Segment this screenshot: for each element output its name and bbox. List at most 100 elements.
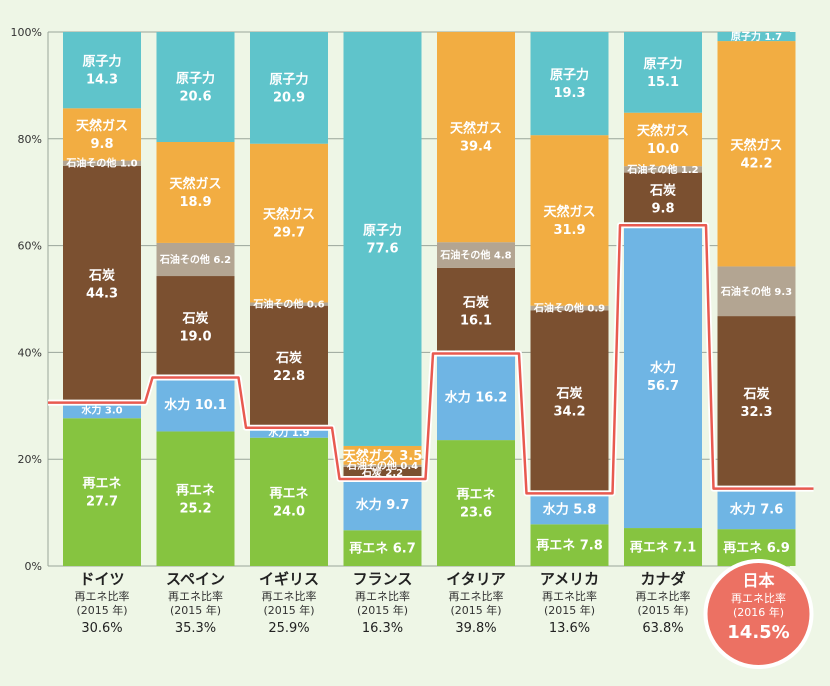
category-sub: 再エネ比率 [355, 589, 410, 603]
bar-segment-gas [437, 32, 515, 243]
bar-segment-coal [343, 466, 422, 479]
segment-label: 石油その他 0.9 [533, 302, 605, 315]
segment-label: 水力 9.7 [356, 497, 410, 513]
bar-segment-gas [250, 143, 328, 303]
bar-segment-gas [343, 445, 422, 465]
segment-label: 原子力 15.1 [643, 56, 682, 90]
bar-segment-coal [250, 305, 328, 428]
segment-label: 原子力 14.3 [82, 54, 121, 88]
segment-label: 石油その他 0.6 [252, 298, 324, 311]
bar-segment-nuclear [63, 32, 141, 109]
category-ratio: 16.3% [362, 621, 403, 636]
category-name: 日本 [742, 571, 774, 590]
segment-label: 石油その他 1.0 [65, 157, 137, 170]
segment-label: 石油その他 0.4 [346, 459, 418, 472]
segment-label: 天然ガス 42.2 [730, 137, 782, 171]
category-ratio: 14.5% [727, 622, 789, 643]
bar-segment-renewable [343, 530, 422, 566]
category-name: イギリス [259, 570, 319, 588]
segment-label: 水力 7.6 [730, 501, 784, 517]
segment-label: 石炭 19.0 [179, 310, 211, 344]
bar-segment-hydro [250, 427, 328, 438]
segment-label: 石炭 32.3 [740, 386, 772, 420]
segment-label: 天然ガス 29.7 [263, 207, 315, 241]
segment-label: 再エネ 23.6 [456, 488, 495, 521]
bar-segment-gas [156, 142, 235, 243]
category-name: カナダ [640, 570, 685, 588]
segment-label: 水力 5.8 [543, 501, 597, 517]
segment-label: 原子力 20.9 [269, 71, 308, 105]
segment-label: 石炭 9.8 [649, 182, 676, 216]
segment-label: 原子力 20.6 [176, 71, 215, 105]
bar-segment-renewable [63, 418, 141, 566]
category-year: (2015 年) [263, 603, 314, 617]
segment-label: 原子力 1.7 [731, 30, 782, 43]
segment-label: 再エネ 7.8 [536, 539, 603, 554]
category-sub: 再エネ比率 [262, 589, 317, 603]
category-sub: 再エネ比率 [731, 591, 786, 605]
category-sub: 再エネ比率 [168, 589, 223, 603]
bar-segment-nuclear [530, 32, 609, 136]
category-name: スペイン [166, 570, 225, 588]
bar-segment-nuclear [624, 32, 702, 113]
segment-label: 水力 3.0 [80, 404, 122, 417]
segment-label: 石炭 44.3 [86, 268, 118, 302]
segment-label: 原子力 19.3 [550, 67, 589, 101]
bar-segment-oil [343, 464, 422, 467]
bar-segment-renewable [250, 437, 328, 566]
segment-label: 再エネ 25.2 [176, 483, 215, 516]
segment-label: 石炭 34.2 [553, 385, 585, 419]
category-name: イタリア [446, 570, 505, 588]
bar-segment-hydro [717, 488, 796, 530]
bar-segment-hydro [343, 478, 422, 531]
segment-label: 石炭 2.2 [361, 466, 403, 479]
segment-label: 再エネ 6.7 [349, 542, 416, 557]
y-tick-label: 100% [11, 26, 42, 39]
bar-segment-coal [156, 276, 235, 378]
y-axis: 0% 20% 40% 60% 80% 100% [11, 26, 42, 573]
category-year: (2015 年) [170, 603, 221, 617]
renewable-ratio-line [48, 222, 814, 497]
category-ratio: 25.9% [268, 621, 309, 636]
segment-label: 再エネ 27.7 [82, 477, 121, 510]
category-sub: 再エネ比率 [636, 589, 691, 603]
category-sub: 再エネ比率 [449, 589, 504, 603]
bar-segment-renewable [624, 528, 702, 566]
category-sub: 再エネ比率 [542, 589, 597, 603]
bars [63, 32, 796, 566]
category-sub: 再エネ比率 [75, 589, 130, 603]
highlight-circle [707, 563, 810, 665]
segment-label: 水力 10.1 [164, 397, 227, 413]
category-year: (2016 年) [733, 605, 784, 619]
segment-label: 石炭 16.1 [460, 294, 492, 328]
category-ratio: 13.6% [549, 621, 590, 636]
segment-label: 石油その他 1.2 [626, 163, 698, 176]
bar-segment-coal [717, 316, 796, 489]
category-name: フランス [353, 570, 413, 588]
segment-label: 再エネ 24.0 [269, 486, 308, 519]
category-year: (2015 年) [637, 603, 688, 617]
bar-segment-coal [530, 310, 609, 494]
category-ratio: 63.8% [642, 621, 683, 636]
bar-segment-oil [63, 160, 141, 166]
category-year: (2015 年) [544, 603, 595, 617]
segment-label: 天然ガス 31.9 [543, 204, 595, 238]
bar-segment-coal [437, 267, 515, 354]
bar-segment-hydro [530, 493, 609, 525]
segment-label: 天然ガス 9.8 [76, 118, 128, 152]
bar-segment-coal [63, 165, 141, 403]
bar-segment-oil [437, 242, 515, 268]
segment-label: 再エネ 7.1 [630, 541, 697, 556]
category-ratio: 39.8% [455, 621, 496, 636]
bar-segment-renewable [156, 431, 235, 566]
segment-label: 原子力 77.6 [363, 223, 402, 257]
bar-segment-nuclear [717, 32, 796, 42]
y-tick-label: 40% [18, 346, 42, 359]
segment-label: 天然ガス 18.9 [169, 176, 221, 210]
bar-segment-oil [250, 302, 328, 306]
bar-segment-renewable [530, 524, 609, 566]
segment-label: 石油その他 4.8 [439, 248, 511, 261]
segment-label: 再エネ 6.9 [723, 541, 790, 556]
segment-label: 天然ガス 10.0 [637, 123, 689, 157]
